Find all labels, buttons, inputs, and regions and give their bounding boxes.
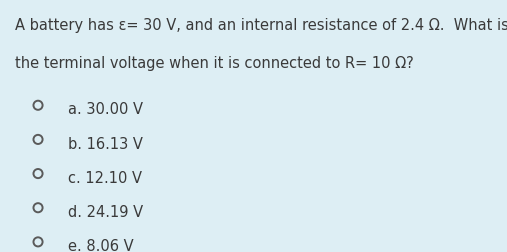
Text: d. 24.19 V: d. 24.19 V bbox=[68, 204, 143, 219]
Text: the terminal voltage when it is connected to R= 10 Ω?: the terminal voltage when it is connecte… bbox=[15, 55, 414, 70]
Text: e. 8.06 V: e. 8.06 V bbox=[68, 238, 134, 252]
Text: a. 30.00 V: a. 30.00 V bbox=[68, 102, 143, 117]
Text: c. 12.10 V: c. 12.10 V bbox=[68, 170, 142, 185]
Text: A battery has ε= 30 V, and an internal resistance of 2.4 Ω.  What is: A battery has ε= 30 V, and an internal r… bbox=[15, 18, 507, 33]
Text: b. 16.13 V: b. 16.13 V bbox=[68, 136, 143, 151]
